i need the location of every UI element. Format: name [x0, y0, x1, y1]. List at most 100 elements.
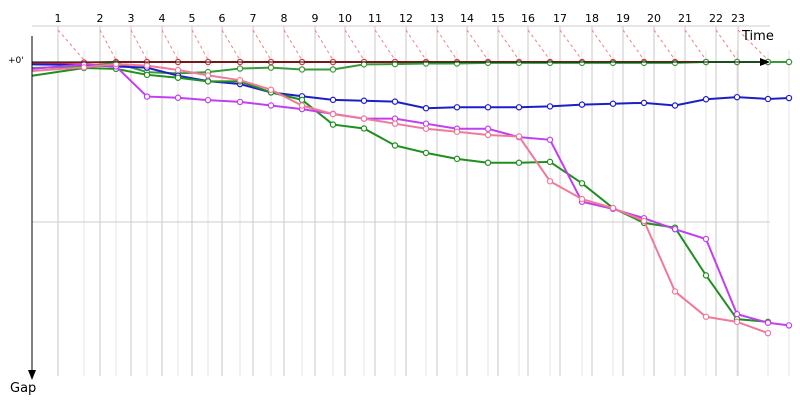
- data-point: [702, 235, 710, 243]
- data-point: [640, 99, 648, 107]
- lap-label: 11: [368, 12, 382, 25]
- x-axis-title: Time: [741, 29, 774, 44]
- data-point: [515, 133, 523, 140]
- data-point: [267, 102, 275, 109]
- lap-connector: [99, 29, 117, 61]
- lap-connector: [405, 29, 427, 61]
- data-point: [112, 60, 120, 68]
- data-point: [267, 64, 275, 71]
- data-point: [422, 104, 430, 112]
- data-point: [329, 110, 337, 118]
- data-point: [515, 159, 523, 166]
- lap-label: 22: [709, 12, 723, 25]
- data-point: [546, 103, 554, 110]
- lap-connector: [497, 29, 520, 61]
- lap-connector: [684, 29, 707, 61]
- axes: Time Gap +0': [8, 29, 774, 396]
- data-point: [640, 59, 648, 67]
- lap-connectors: [57, 29, 769, 61]
- lap-connector: [130, 29, 148, 61]
- data-point: [671, 288, 679, 295]
- data-point: [640, 217, 648, 225]
- data-point: [360, 97, 368, 104]
- data-point: [204, 96, 212, 104]
- lap-label: 3: [128, 12, 135, 25]
- data-point: [484, 125, 492, 132]
- data-point: [143, 93, 151, 100]
- data-point: [609, 204, 617, 212]
- lap-label: 1: [55, 12, 62, 25]
- data-point: [174, 74, 182, 81]
- data-point: [785, 94, 793, 102]
- data-point: [174, 66, 182, 74]
- data-point: [671, 225, 679, 233]
- y-axis-title: Gap: [10, 381, 36, 396]
- data-point: [298, 96, 306, 104]
- lap-label: 2: [97, 12, 104, 25]
- lap-label: 21: [678, 12, 692, 25]
- data-point: [484, 104, 492, 111]
- data-point: [453, 104, 461, 111]
- lap-connector: [344, 29, 365, 61]
- data-point: [360, 115, 368, 122]
- data-point: [578, 101, 586, 108]
- lap-label: 17: [553, 12, 567, 25]
- data-point: [484, 59, 492, 67]
- data-point: [578, 59, 586, 67]
- lap-connector: [57, 29, 85, 61]
- data-point: [143, 71, 151, 79]
- series-line: [31, 66, 769, 323]
- lap-label: 10: [338, 12, 352, 25]
- data-point: [391, 120, 399, 127]
- lap-label: 15: [491, 12, 505, 25]
- data-point: [785, 58, 793, 66]
- lap-connector: [559, 29, 583, 61]
- lap-connector: [374, 29, 396, 61]
- data-point: [204, 72, 212, 79]
- lap-connector: [252, 29, 272, 61]
- data-point: [143, 62, 151, 69]
- lap-connector: [622, 29, 645, 61]
- data-point: [80, 64, 88, 71]
- data-point: [267, 86, 275, 93]
- data-point: [484, 159, 492, 166]
- data-point: [360, 61, 368, 68]
- data-point: [204, 78, 212, 85]
- lap-connector: [314, 29, 334, 61]
- lap-label: 6: [219, 12, 226, 25]
- lap-label: 14: [460, 12, 474, 25]
- data-point: [546, 158, 554, 166]
- data-point: [609, 100, 617, 107]
- lap-label: 18: [585, 12, 599, 25]
- lap-label: 16: [521, 12, 535, 25]
- data-point: [236, 98, 244, 106]
- data-point: [298, 66, 306, 73]
- lap-label: 23: [731, 12, 745, 25]
- lap-label: 20: [647, 12, 661, 25]
- data-point: [578, 180, 586, 187]
- lap-labels: 1 2 3 4 5 6 7 8 9 10 11 12 13 14 15 16 17 18 19 20 21 22 23: [55, 12, 746, 25]
- lap-label: 5: [189, 12, 196, 25]
- grid-layer: [31, 25, 790, 376]
- data-point: [515, 59, 523, 67]
- y-tick-label: +0': [8, 56, 24, 66]
- data-point: [484, 131, 492, 139]
- lap-connector: [283, 29, 303, 61]
- lap-connector: [161, 29, 179, 61]
- data-point: [515, 104, 523, 111]
- data-point: [298, 102, 306, 109]
- x-axis-arrow-icon: [760, 58, 770, 66]
- data-point: [702, 313, 710, 320]
- data-point: [236, 65, 244, 72]
- series-line: [31, 63, 769, 335]
- data-point: [609, 59, 617, 67]
- data-point: [360, 125, 368, 132]
- lap-label: 9: [312, 12, 319, 25]
- data-point: [764, 319, 772, 326]
- lap-connector: [191, 29, 209, 61]
- lap-connector: [221, 29, 241, 61]
- lap-label: 8: [281, 12, 288, 25]
- data-point: [391, 115, 399, 122]
- data-point: [422, 125, 430, 132]
